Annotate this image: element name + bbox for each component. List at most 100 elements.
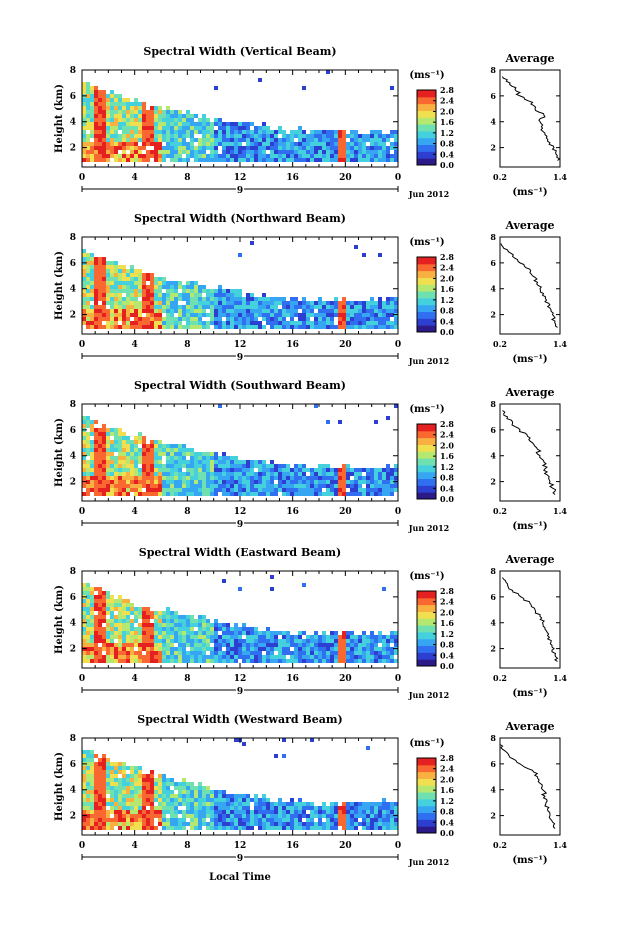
heatmap-cell [382, 806, 386, 810]
heatmap-cell [122, 440, 126, 444]
colorbar-tick-label: 2.8 [440, 586, 454, 596]
heatmap-cell [182, 114, 186, 118]
y-tick-label: 6 [70, 259, 76, 269]
heatmap-cell [222, 468, 226, 472]
heatmap-cell [310, 150, 314, 154]
heatmap-cell [250, 297, 254, 301]
heatmap-cell [146, 822, 150, 826]
heatmap-cell [86, 309, 90, 313]
heatmap-cell [130, 269, 134, 273]
heatmap-cell [366, 480, 370, 484]
heatmap-cell [102, 289, 106, 293]
heatmap-cell [94, 754, 98, 758]
heatmap-cell [162, 778, 166, 782]
heatmap-cell [342, 158, 346, 162]
heatmap-cell [94, 122, 98, 126]
heatmap-cell [126, 277, 130, 281]
heatmap-cell [134, 627, 138, 631]
heatmap-cell [270, 305, 274, 309]
heatmap-cell [322, 639, 326, 643]
heatmap-cell [382, 647, 386, 651]
heatmap-cell [322, 659, 326, 663]
heatmap-cell [170, 158, 174, 162]
heatmap-cell [278, 142, 282, 146]
heatmap-cell [146, 118, 150, 122]
heatmap-cell [222, 623, 226, 627]
heatmap-cell [150, 476, 154, 480]
heatmap-cell [94, 460, 98, 464]
heatmap-cell [346, 655, 350, 659]
heatmap-cell [142, 436, 146, 440]
heatmap-cell [370, 305, 374, 309]
heatmap-cell [222, 794, 226, 798]
heatmap-cell [202, 639, 206, 643]
heatmap-cell [262, 480, 266, 484]
heatmap-cell [190, 281, 194, 285]
heatmap-cell [118, 277, 122, 281]
heatmap-cell [258, 810, 262, 814]
heatmap-cell [354, 472, 358, 476]
heatmap-cell [186, 154, 190, 158]
heatmap-cell [254, 798, 258, 802]
heatmap-cell [330, 154, 334, 158]
heatmap-cell [102, 643, 106, 647]
heatmap-cell [94, 444, 98, 448]
heatmap-cell [142, 317, 146, 321]
heatmap-cell [198, 818, 202, 822]
heatmap-cell [254, 806, 258, 810]
heatmap-cell [90, 647, 94, 651]
heatmap-cell [206, 619, 210, 623]
heatmap-cell [226, 492, 230, 496]
heatmap-cell [158, 627, 162, 631]
heatmap-cell [250, 134, 254, 138]
heatmap-cell [346, 806, 350, 810]
heatmap-cell [198, 651, 202, 655]
heatmap-cell [166, 452, 170, 456]
heatmap-cell [174, 472, 178, 476]
heatmap-cell [94, 806, 98, 810]
heatmap-cell [314, 647, 318, 651]
heatmap-cell [174, 154, 178, 158]
heatmap-cell [282, 643, 286, 647]
heatmap-cell [134, 480, 138, 484]
heatmap-cell [162, 305, 166, 309]
heatmap-cell [386, 814, 390, 818]
heatmap-cell [118, 428, 122, 432]
heatmap-cell [266, 488, 270, 492]
heatmap-cell [314, 635, 318, 639]
heatmap-cell [186, 313, 190, 317]
heatmap-cell [154, 623, 158, 627]
heatmap-cell [178, 126, 182, 130]
heatmap-cell [306, 309, 310, 313]
heatmap-cell [122, 98, 126, 102]
heatmap-cell [258, 822, 262, 826]
avg-profile-line [502, 410, 557, 495]
colorbar-swatch [417, 117, 436, 125]
heatmap-cell [394, 130, 398, 134]
heatmap-cell [382, 325, 386, 329]
avg-y-tick-label: 6 [490, 91, 496, 101]
heatmap-cell [98, 603, 102, 607]
heatmap-cell [130, 126, 134, 130]
heatmap-cell [98, 468, 102, 472]
colorbar-swatch [417, 652, 436, 660]
heatmap-cell [338, 488, 342, 492]
heatmap-cell [318, 134, 322, 138]
heatmap-cell [90, 782, 94, 786]
heatmap-cell [230, 297, 234, 301]
y-tick-label: 8 [70, 66, 76, 76]
heatmap-cell [130, 277, 134, 281]
heatmap-cell [118, 142, 122, 146]
heatmap-cell [374, 488, 378, 492]
heatmap-cell [106, 639, 110, 643]
heatmap-cell [158, 301, 162, 305]
heatmap-cell [154, 293, 158, 297]
heatmap-cell [174, 476, 178, 480]
heatmap-cell [142, 440, 146, 444]
colorbar-swatch [417, 297, 436, 306]
heatmap-cell [158, 611, 162, 615]
heatmap-cell [158, 126, 162, 130]
heatmap-cell [102, 611, 106, 615]
heatmap-cell [190, 659, 194, 663]
heatmap-cell [122, 794, 126, 798]
